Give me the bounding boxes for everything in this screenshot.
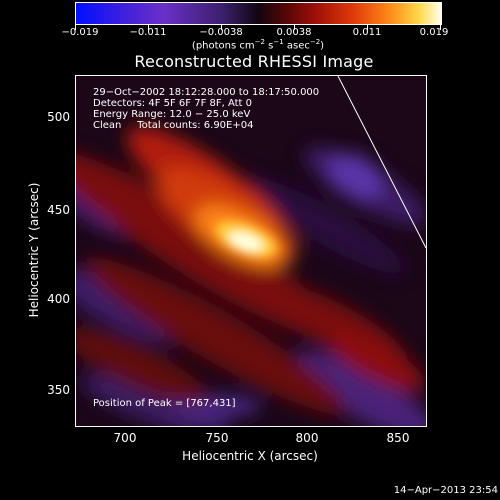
generation-timestamp: 14−Apr−2013 23:54 [393, 485, 498, 496]
x-axis-label: Heliocentric X (arcsec) [182, 449, 318, 463]
y-tick-label: 400 [47, 292, 70, 306]
x-tick-label: 850 [386, 431, 410, 445]
colorbar-units: (photons cm−2 s−1 asec−2) [191, 38, 325, 52]
info-detectors: Detectors: 4F 5F 6F 7F 8F, Att 0 [93, 98, 253, 109]
colorbar-tick [367, 24, 368, 30]
x-tick-label: 700 [113, 431, 137, 445]
x-tick-label: 800 [295, 431, 319, 445]
info-peak-position: Position of Peak = [767,431] [93, 398, 236, 409]
colorbar-tick-label: −0.019 [61, 27, 99, 38]
heatmap-image [76, 76, 426, 426]
colorbar-tick-label: 0.011 [352, 27, 382, 38]
colorbar [75, 2, 442, 25]
y-tick-label: 500 [47, 110, 70, 124]
colorbar-tick-label: 0.019 [419, 27, 449, 38]
limb-line [337, 76, 426, 249]
colorbar-tick [75, 24, 76, 30]
info-total-counts: Clean Total counts: 6.90E+04 [93, 120, 254, 131]
colorbar-tick [440, 24, 441, 30]
info-energy-range: Energy Range: 12.0 − 25.0 keV [93, 109, 251, 120]
x-tick-label: 750 [205, 431, 229, 445]
plot-title: Reconstructed RHESSI Image [134, 52, 374, 71]
colorbar-tick [294, 24, 295, 30]
y-tick-label: 450 [47, 203, 70, 217]
colorbar-tick-label: −0.011 [129, 27, 167, 38]
colorbar-tick [148, 24, 149, 30]
colorbar-tick-label: −0.0038 [199, 27, 243, 38]
info-time-range: 29−Oct−2002 18:12:28.000 to 18:17:50.000 [93, 87, 320, 98]
colorbar-tick-label: 0.0038 [276, 27, 312, 38]
heatmap-plot [75, 75, 427, 427]
colorbar-tick [221, 24, 222, 30]
y-axis-label: Heliocentric Y (arcsec) [27, 182, 41, 318]
y-tick-label: 350 [47, 383, 70, 397]
